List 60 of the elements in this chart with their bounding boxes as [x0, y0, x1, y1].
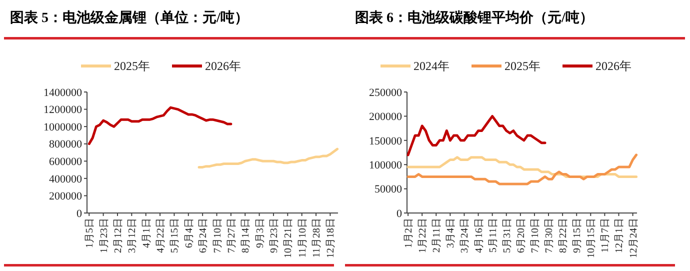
x-tick-label: 11月28日 [312, 218, 323, 258]
x-tick-label: 2月11日 [432, 218, 443, 253]
line-series [88, 106, 232, 146]
legend-label: 2025年 [504, 59, 540, 74]
x-tick-label: 3月12日 [127, 218, 138, 253]
x-tick-label: 3月4日 [446, 218, 457, 248]
legend-label: 2026年 [205, 59, 241, 74]
chart-title: 图表 5：电池级金属锂（单位：元/吨） [10, 10, 248, 26]
x-tick-label: 9月23日 [268, 218, 280, 253]
x-tick-label: 1月23日 [98, 218, 110, 253]
x-tick-label: 12月18日 [326, 218, 337, 258]
x-tick-label: 6月4日 [184, 218, 195, 248]
x-tick-label: 10月21日 [283, 218, 294, 258]
x-tick-label: 11月7日 [600, 218, 612, 253]
x-tick-label: 1月22日 [418, 218, 429, 253]
y-tick-label: 0 [76, 208, 82, 220]
x-tick-label: 5月15日 [170, 218, 181, 253]
y-tick-label: 1400000 [44, 86, 82, 99]
line-series [406, 154, 638, 186]
legend-label: 2026年 [596, 59, 632, 74]
y-tick-label: 200000 [49, 190, 82, 203]
x-tick-label: 9月15日 [572, 218, 584, 253]
legend-label: 2024年 [414, 59, 450, 74]
x-tick-label: 12月1日 [614, 218, 626, 253]
x-tick-label: 7月27日 [226, 218, 238, 253]
x-tick-label: 9月3日 [254, 218, 266, 248]
line-series [406, 114, 546, 156]
y-tick-label: 1200000 [44, 104, 82, 116]
y-tick-label: 800000 [49, 138, 82, 151]
chart-title: 图表 6：电池级碳酸锂平均价（元/吨） [355, 10, 594, 26]
x-tick-label: 1月5日 [84, 218, 96, 248]
x-tick-label: 10月15日 [586, 218, 598, 258]
x-tick-label: 6月20日 [516, 218, 527, 253]
x-tick-label: 8月22日 [558, 218, 570, 253]
x-tick-label: 12月24日 [628, 218, 640, 258]
y-tick-label: 100000 [369, 159, 402, 172]
x-tick-label: 8月14日 [240, 218, 252, 253]
x-tick-label: 5月31日 [502, 218, 513, 253]
y-tick-label: 250000 [369, 86, 402, 99]
y-tick-label: 200000 [369, 111, 402, 124]
y-tick-label: 1000000 [44, 121, 82, 134]
x-tick-label: 4月1日 [141, 218, 152, 248]
x-tick-label: 1月2日 [404, 218, 415, 248]
x-tick-label: 3月24日 [460, 218, 471, 253]
x-tick-label: 4月22日 [156, 218, 167, 253]
x-tick-label: 6月24日 [198, 218, 210, 253]
x-tick-label: 2月12日 [112, 218, 124, 253]
x-tick-label: 7月10日 [212, 218, 224, 253]
x-tick-label: 11月10日 [297, 218, 308, 258]
x-tick-label: 7月30日 [544, 218, 556, 253]
y-tick-label: 400000 [49, 173, 82, 186]
y-tick-label: 0 [396, 208, 402, 220]
x-tick-label: 4月16日 [474, 218, 485, 253]
y-tick-label: 150000 [369, 135, 402, 148]
y-tick-label: 600000 [49, 156, 82, 168]
x-tick-label: 7月10日 [530, 218, 541, 253]
y-tick-label: 50000 [374, 184, 402, 196]
legend-label: 2025年 [114, 59, 150, 74]
line-series [198, 148, 339, 168]
x-tick-label: 5月11日 [488, 218, 499, 253]
